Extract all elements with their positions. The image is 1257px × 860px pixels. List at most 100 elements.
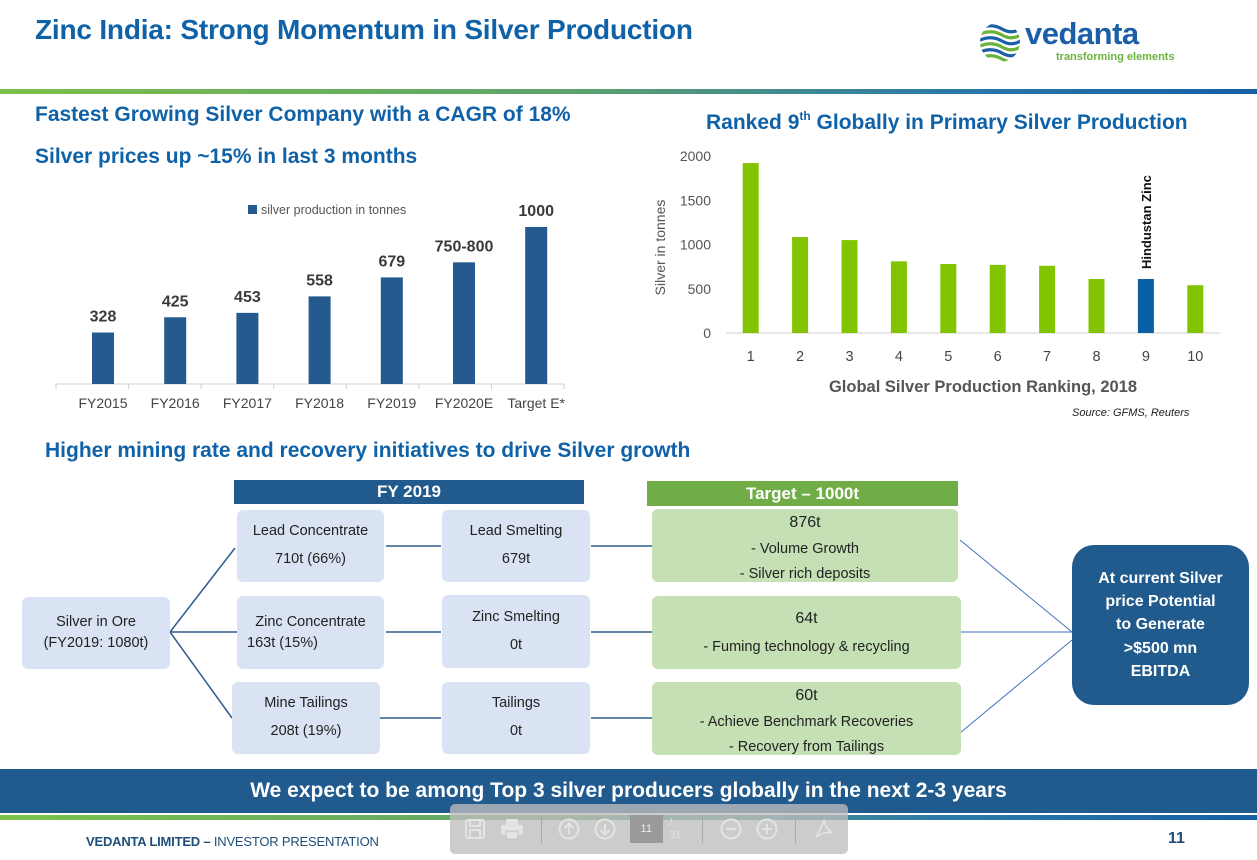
logo-wordmark: vedanta <box>1025 16 1139 51</box>
target-recoveries-box: 60t - Achieve Benchmark Recoveries - Rec… <box>652 682 961 755</box>
legend-label: silver production in tonnes <box>261 203 406 217</box>
box-label: Mine Tailings <box>264 695 348 712</box>
x-axis-title: Global Silver Production Ranking, 2018 <box>829 378 1137 396</box>
x-tick-label: 10 <box>1187 349 1203 365</box>
global-ranking-chart: 0 500 1000 1500 2000 Silver in tonnes 1 2 3 4 5 6 7 8… <box>652 148 1220 396</box>
toolbar-separator <box>702 815 704 843</box>
y-axis-title: Silver in tonnes <box>652 200 668 296</box>
x-tick-label: 7 <box>1043 349 1051 365</box>
bar <box>1039 265 1056 333</box>
silver-price-heading: Silver prices up ~15% in last 3 months <box>35 145 418 168</box>
box-value: (FY2019: 1080t) <box>43 635 149 651</box>
zinc-concentrate-box: Zinc Concentrate 163t (15%) <box>237 596 384 669</box>
current-page-input[interactable]: 11 <box>629 815 663 843</box>
pdf-toolbar: 11 / 31 <box>450 804 848 854</box>
y-tick-label: 2000 <box>680 148 711 164</box>
previous-page-icon[interactable] <box>558 817 581 841</box>
highlight-label: Hindustan Zinc <box>1139 175 1154 269</box>
data-label: 425 <box>162 293 189 310</box>
data-label: 679 <box>378 253 405 270</box>
box-label: Zinc Concentrate <box>255 614 366 631</box>
target-point: - Recovery from Tailings <box>728 739 885 756</box>
target-point: - Silver rich deposits <box>739 566 871 583</box>
x-tick-label: 1 <box>747 349 755 365</box>
zoom-out-icon[interactable] <box>719 817 742 841</box>
print-icon[interactable] <box>500 817 524 841</box>
data-label: 558 <box>306 272 333 289</box>
data-label: 750-800 <box>435 238 494 255</box>
footer-doc: INVESTOR PRESENTATION <box>213 834 379 849</box>
zinc-smelting-box: Zinc Smelting 0t <box>442 595 590 668</box>
box-value: 0t <box>509 723 523 739</box>
zoom-in-icon[interactable] <box>755 817 778 841</box>
bar <box>380 277 403 384</box>
ranking-heading-sup: th <box>799 109 811 123</box>
legend-swatch <box>248 205 257 214</box>
lead-concentrate-box: Lead Concentrate 710t (66%) <box>237 510 384 582</box>
box-label: Lead Smelting <box>469 523 563 540</box>
target-point: - Fuming technology & recycling <box>703 638 910 655</box>
y-tick-label: 500 <box>688 281 712 297</box>
outcome-line: price Potential <box>1105 593 1216 611</box>
flow-connectors <box>169 539 1073 734</box>
outcome-line: to Generate <box>1116 616 1205 634</box>
outlook-banner: We expect to be among Top 3 silver produ… <box>0 769 1257 813</box>
outcome-line: At current Silver <box>1098 570 1223 588</box>
box-value: 0t <box>509 636 523 653</box>
lead-smelting-box: Lead Smelting 679t <box>442 510 590 582</box>
box-label: Lead Concentrate <box>252 523 369 540</box>
bar <box>792 236 809 333</box>
data-label: 328 <box>90 309 117 326</box>
box-label: Silver in Ore <box>56 613 136 630</box>
footer-company: VEDANTA LIMITED – <box>86 834 214 849</box>
x-tick-label: FY2017 <box>223 395 272 411</box>
cagr-heading: Fastest Growing Silver Company with a CA… <box>35 103 571 126</box>
data-label: 453 <box>234 289 261 306</box>
x-tick-label: FY2015 <box>78 395 127 411</box>
save-icon[interactable] <box>464 817 487 841</box>
box-value: 208t (19%) <box>270 723 342 739</box>
box-label: Tailings <box>491 695 541 712</box>
chart-source: Source: GFMS, Reuters <box>1072 407 1190 419</box>
toolbar-separator <box>540 815 542 843</box>
y-tick-label: 0 <box>703 325 711 341</box>
acrobat-icon[interactable] <box>812 817 835 841</box>
footer-label: VEDANTA LIMITED – INVESTOR PRESENTATION <box>86 834 379 849</box>
box-label: Zinc Smelting <box>472 608 560 625</box>
target-volume-growth-box: 876t - Volume Growth - Silver rich depos… <box>652 509 958 582</box>
growth-drivers-heading: Higher mining rate and recovery initiati… <box>45 439 691 462</box>
slide-title: Zinc India: Strong Momentum in Silver Pr… <box>35 14 693 45</box>
ebitda-potential-box: At current Silver price Potential to Gen… <box>1072 545 1249 705</box>
box-value: 163t (15%) <box>247 634 318 651</box>
x-tick-label: 3 <box>845 349 853 365</box>
y-tick-label: 1000 <box>680 237 711 253</box>
fy2019-header: FY 2019 <box>234 480 584 504</box>
bar <box>525 227 548 384</box>
x-tick-label: FY2020E <box>435 395 493 411</box>
x-tick-label: 5 <box>944 349 952 365</box>
y-tick-label: 1500 <box>680 192 711 208</box>
bar <box>841 240 858 333</box>
header-divider <box>0 89 1257 94</box>
bar <box>236 312 259 384</box>
highlight-bar <box>1137 279 1154 333</box>
x-tick-label: FY2018 <box>295 395 344 411</box>
target-point: - Achieve Benchmark Recoveries <box>699 714 914 730</box>
silver-production-chart: silver production in tonnes 328 FY2015 425 F… <box>55 203 566 411</box>
silver-in-ore-box: Silver in Ore (FY2019: 1080t) <box>22 597 170 669</box>
data-label: 1000 <box>518 203 554 220</box>
box-value: 710t (66%) <box>275 551 346 567</box>
x-tick-label: FY2019 <box>367 395 416 411</box>
bar <box>164 317 187 384</box>
mine-tailings-box: Mine Tailings 208t (19%) <box>232 682 380 754</box>
target-header: Target – 1000t <box>647 481 958 506</box>
bar <box>308 296 331 384</box>
target-amount: 60t <box>795 687 818 704</box>
next-page-icon[interactable] <box>594 817 617 841</box>
ranking-heading-text: Ranked 9 <box>706 111 800 134</box>
toolbar-separator <box>795 815 797 843</box>
outcome-line: EBITDA <box>1130 662 1191 680</box>
bar <box>453 262 475 384</box>
x-tick-label: 4 <box>895 349 903 365</box>
bar <box>940 263 957 333</box>
